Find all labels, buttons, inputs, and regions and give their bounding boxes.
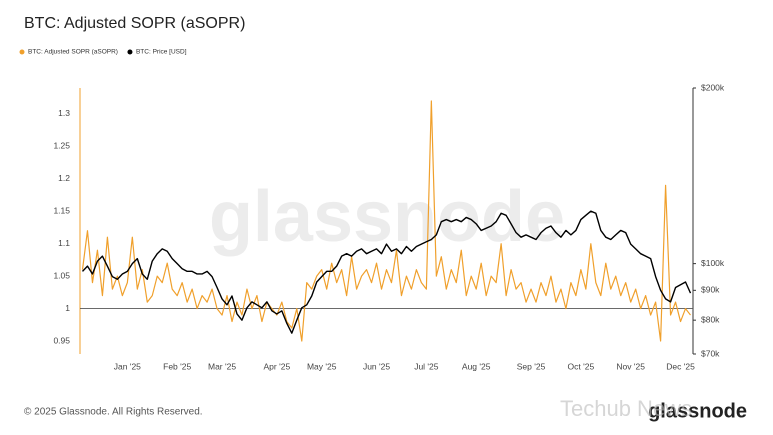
series-line [81, 100, 691, 342]
x-tick-label: Aug '25 [462, 361, 491, 371]
y2-tick-label: $100k [701, 258, 725, 268]
y-tick-label: 1.1 [58, 238, 70, 248]
footer: © 2025 Glassnode. All Rights Reserved. [24, 407, 203, 418]
x-tick-label: Jan '25 [114, 361, 141, 371]
x-tick-label: May '25 [307, 361, 337, 371]
y2-tick-label: $70k [701, 348, 720, 358]
x-tick-label: Jun '25 [363, 361, 390, 371]
x-tick-label: Oct '25 [568, 361, 595, 371]
y2-tick-label: $80k [701, 314, 720, 324]
x-tick-label: Sep '25 [517, 361, 546, 371]
y-tick-label: 0.95 [53, 335, 70, 345]
logo: glassnode [648, 400, 747, 422]
y-tick-label: 1.15 [53, 206, 70, 216]
overlay-watermark: Techub News [560, 396, 692, 421]
series-line [81, 210, 692, 334]
y2-tick-label: $200k [701, 82, 725, 92]
y-tick-label: 1.05 [53, 270, 70, 280]
y-tick-label: 1.3 [58, 108, 70, 118]
x-tick-label: Nov '25 [616, 361, 645, 371]
x-tick-label: Apr '25 [264, 361, 291, 371]
x-tick-label: Mar '25 [208, 361, 236, 371]
x-tick-label: Dec '25 [666, 361, 695, 371]
legend-label: BTC: Price [USD] [136, 49, 187, 56]
y-tick-label: 1.2 [58, 173, 70, 183]
y-tick-label: 1.25 [53, 141, 70, 151]
chart-title: BTC: Adjusted SOPR (aSOPR) [24, 15, 245, 32]
y-tick-label: 1 [65, 303, 70, 313]
legend-label: BTC: Adjusted SOPR (aSOPR) [28, 49, 118, 56]
x-tick-label: Feb '25 [163, 361, 191, 371]
x-tick-label: Jul '25 [414, 361, 439, 371]
y2-tick-label: $90k [701, 285, 720, 295]
legend-marker [19, 49, 25, 55]
legend-marker [127, 49, 133, 55]
